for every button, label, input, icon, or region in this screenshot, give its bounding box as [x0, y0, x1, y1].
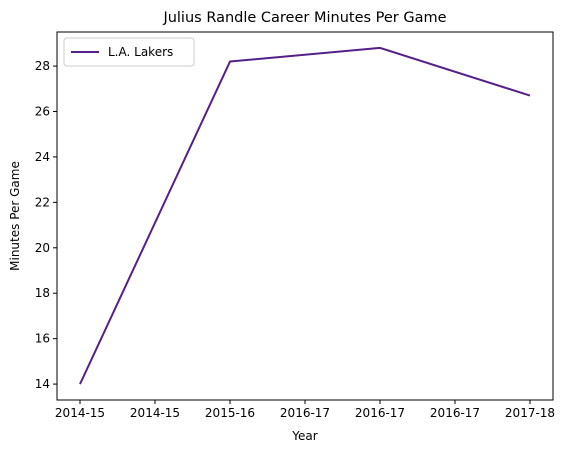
- y-axis-label: Minutes Per Game: [8, 161, 22, 271]
- plot-area: 14 16 18 20 22 24 26 28 2014-15 2014-15 2015-16 201…: [35, 46, 555, 420]
- plot-frame: [56, 31, 554, 401]
- y-tick-label: 16: [35, 332, 50, 346]
- y-tick-label: 26: [35, 105, 50, 119]
- y-tick-label: 20: [35, 241, 50, 255]
- legend: L.A. Lakers: [63, 37, 195, 67]
- x-tick-label: 2014-15: [55, 406, 105, 420]
- x-tick-label: 2015-16: [205, 406, 255, 420]
- chart-title: Julius Randle Career Minutes Per Game: [162, 10, 446, 26]
- x-tick-label: 2016-17: [430, 406, 480, 420]
- x-tick-label: 2017-18: [505, 406, 555, 420]
- y-tick-label: 28: [35, 59, 50, 73]
- x-tick-label: 2016-17: [355, 406, 405, 420]
- y-tick-label: 24: [35, 150, 50, 164]
- legend-label: L.A. Lakers: [108, 45, 173, 59]
- y-tick-label: 18: [35, 286, 50, 300]
- series-line: [79, 46, 531, 385]
- x-tick-label: 2014-15: [130, 406, 180, 420]
- y-tick-label: 22: [35, 195, 50, 209]
- y-tick-label: 14: [35, 377, 50, 391]
- legend-box: [63, 37, 195, 67]
- x-axis-label: Year: [291, 429, 317, 443]
- x-tick-label: 2016-17: [280, 406, 330, 420]
